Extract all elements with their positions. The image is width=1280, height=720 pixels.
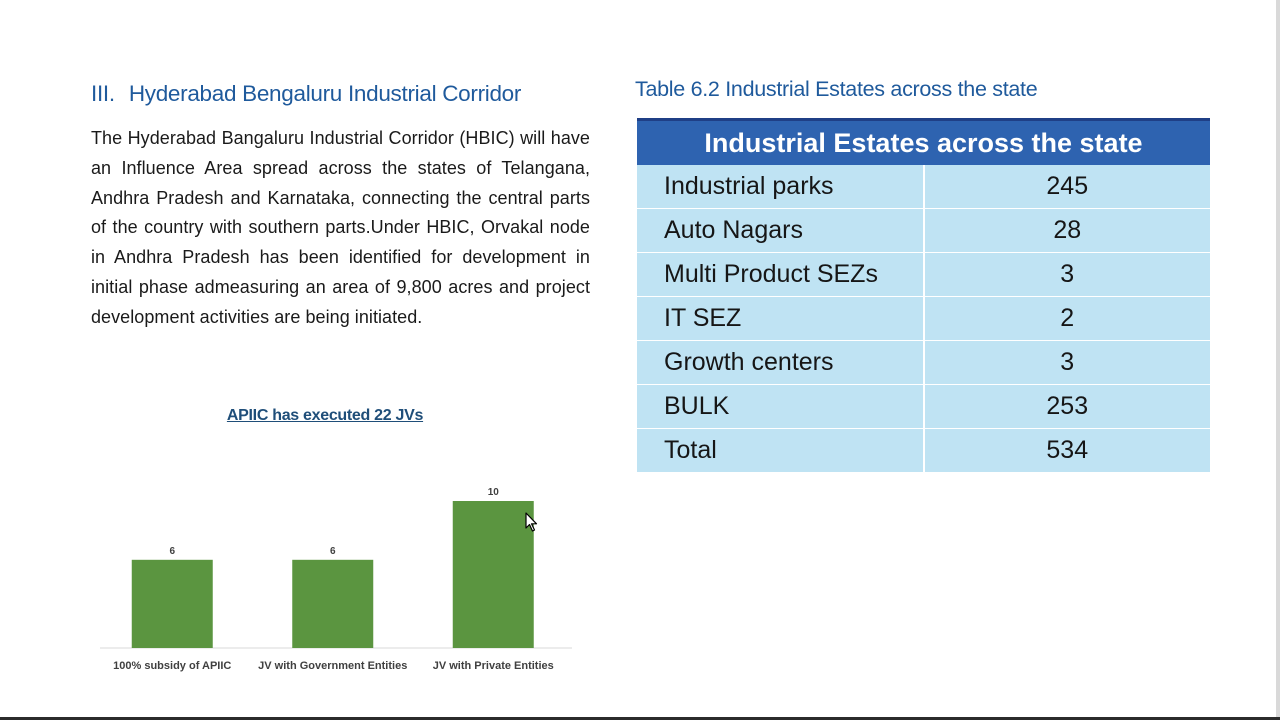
table-row-total: Total 534: [637, 428, 1210, 473]
x-tick-label: JV with Private Entities: [433, 660, 554, 672]
estate-name: Industrial parks: [637, 165, 925, 209]
estate-count: 253: [923, 384, 1210, 429]
bar: [452, 501, 534, 648]
estate-count: 28: [923, 208, 1210, 253]
estate-count: 534: [923, 428, 1210, 473]
table-row: Multi Product SEZs 3: [637, 252, 1210, 297]
chart-marks: 6 100% subsidy of APIIC 6 JV with Governmen…: [113, 487, 554, 672]
estate-name: BULK: [637, 384, 925, 429]
table-header: Industrial Estates across the state: [637, 118, 1210, 165]
right-edge-border: [1276, 0, 1280, 720]
jv-bar-chart: 6 100% subsidy of APIIC 6 JV with Governmen…: [100, 487, 572, 672]
bar: [292, 559, 374, 648]
table-row: BULK 253: [637, 384, 1210, 429]
chart-title: APIIC has executed 22 JVs: [226, 407, 424, 424]
data-label: 6: [330, 546, 336, 557]
bottom-edge-border: [0, 717, 1280, 720]
estate-name: Auto Nagars: [637, 208, 925, 253]
section-number: III.: [91, 81, 115, 106]
estate-name: Total: [637, 428, 925, 473]
table-row: Industrial parks 245: [637, 165, 1210, 209]
estate-count: 245: [923, 165, 1210, 209]
table-row: IT SEZ 2: [637, 296, 1210, 341]
table-caption: Table 6.2 Industrial Estates across the …: [635, 77, 1038, 101]
mouse-cursor-icon: [525, 512, 538, 532]
estate-name: Growth centers: [637, 340, 925, 385]
industrial-estates-table: Industrial Estates across the state Indu…: [637, 118, 1210, 473]
estate-count: 2: [923, 296, 1210, 341]
data-label: 10: [488, 487, 500, 498]
estate-name: IT SEZ: [637, 296, 925, 341]
data-label: 6: [169, 546, 175, 557]
estate-count: 3: [923, 252, 1210, 297]
estate-name: Multi Product SEZs: [637, 252, 925, 297]
table-header-row: Industrial Estates across the state: [637, 118, 1210, 165]
table-row: Auto Nagars 28: [637, 208, 1210, 253]
bar: [131, 559, 213, 648]
x-tick-label: 100% subsidy of APIIC: [113, 660, 231, 672]
table-row: Growth centers 3: [637, 340, 1210, 385]
estate-count: 3: [923, 340, 1210, 385]
hbic-paragraph: The Hyderabad Bangaluru Industrial Corri…: [91, 128, 590, 327]
section-heading: III. Hyderabad Bengaluru Industrial Corri…: [91, 81, 601, 107]
section-title: Hyderabad Bengaluru Industrial Corridor: [128, 81, 522, 106]
x-tick-label: JV with Government Entities: [258, 660, 407, 672]
